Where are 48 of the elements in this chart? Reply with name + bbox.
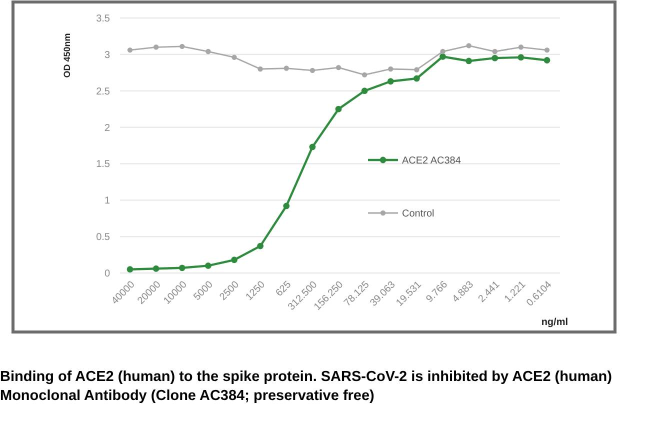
point [258, 66, 263, 72]
point [440, 53, 446, 60]
point [284, 66, 289, 71]
text: Binding of ACE2 (human) to the spike protein. SARS-CoV-2 is inhibited by ACE2 (human) Monoclonal Antibody (Clone AC384; preservative free) [0, 368, 613, 406]
point [336, 64, 342, 70]
x-axis-title: ng/ml [541, 317, 568, 328]
legend-label: ACE2 AC384 [402, 156, 462, 166]
point [413, 75, 420, 82]
point [127, 47, 133, 53]
point [492, 48, 498, 54]
point [466, 58, 472, 64]
x-tick-label: 625 [274, 279, 294, 299]
point [231, 256, 238, 264]
legend-label: Control [402, 208, 434, 220]
y-tick-label: 2 [104, 122, 110, 134]
point [440, 48, 446, 54]
point [544, 47, 550, 53]
y-axis-title: OD 450nm [62, 33, 72, 78]
point [335, 106, 342, 112]
point [388, 66, 394, 72]
point [178, 264, 186, 272]
y-tick-label: 1 [104, 196, 110, 207]
point [206, 48, 211, 54]
point [518, 44, 524, 50]
y-tick-label: 0.5 [96, 232, 110, 244]
point [180, 44, 185, 50]
point [153, 44, 159, 50]
point [310, 68, 316, 74]
point [126, 266, 134, 273]
point [362, 72, 368, 78]
y-tick-label: 2.5 [96, 86, 110, 98]
point [204, 262, 212, 269]
point [414, 67, 420, 72]
point [361, 88, 368, 94]
point [309, 144, 316, 150]
y-tick-label: 3 [104, 50, 110, 61]
point [544, 57, 550, 64]
y-tick-label: 0 [104, 268, 110, 280]
point [387, 78, 394, 85]
point [518, 54, 524, 61]
point [492, 54, 498, 62]
point [257, 242, 264, 250]
point [466, 43, 472, 48]
y-tick-label: 1.5 [96, 159, 110, 170]
point [232, 54, 237, 60]
point [283, 202, 290, 210]
point [152, 265, 160, 272]
y-tick-label: 3.5 [96, 14, 110, 24]
